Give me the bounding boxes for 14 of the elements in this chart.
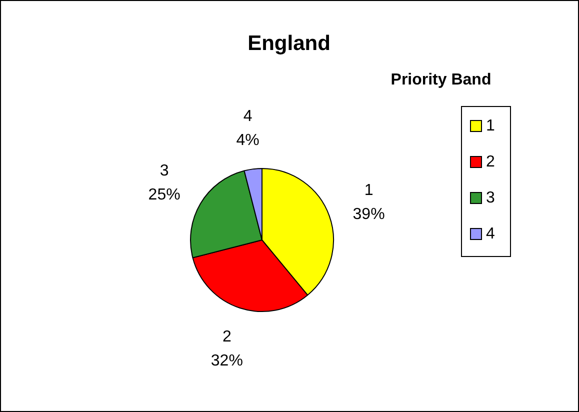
legend-title: Priority Band — [390, 71, 492, 88]
data-label: 32% — [210, 352, 243, 370]
data-label: 25% — [148, 186, 180, 204]
data-label: 39% — [352, 206, 385, 223]
slice-label: 2 — [222, 328, 232, 346]
legend-label: 2 — [486, 153, 495, 170]
slice-label: 3 — [160, 162, 169, 180]
legend-label: 1 — [486, 117, 495, 134]
legend-label: 3 — [486, 189, 495, 206]
slice-label: 1 — [364, 182, 374, 199]
data-label: 4% — [236, 132, 260, 149]
chart-title: England — [248, 32, 330, 55]
legend-label: 4 — [486, 225, 495, 242]
slice-label: 4 — [243, 108, 252, 125]
